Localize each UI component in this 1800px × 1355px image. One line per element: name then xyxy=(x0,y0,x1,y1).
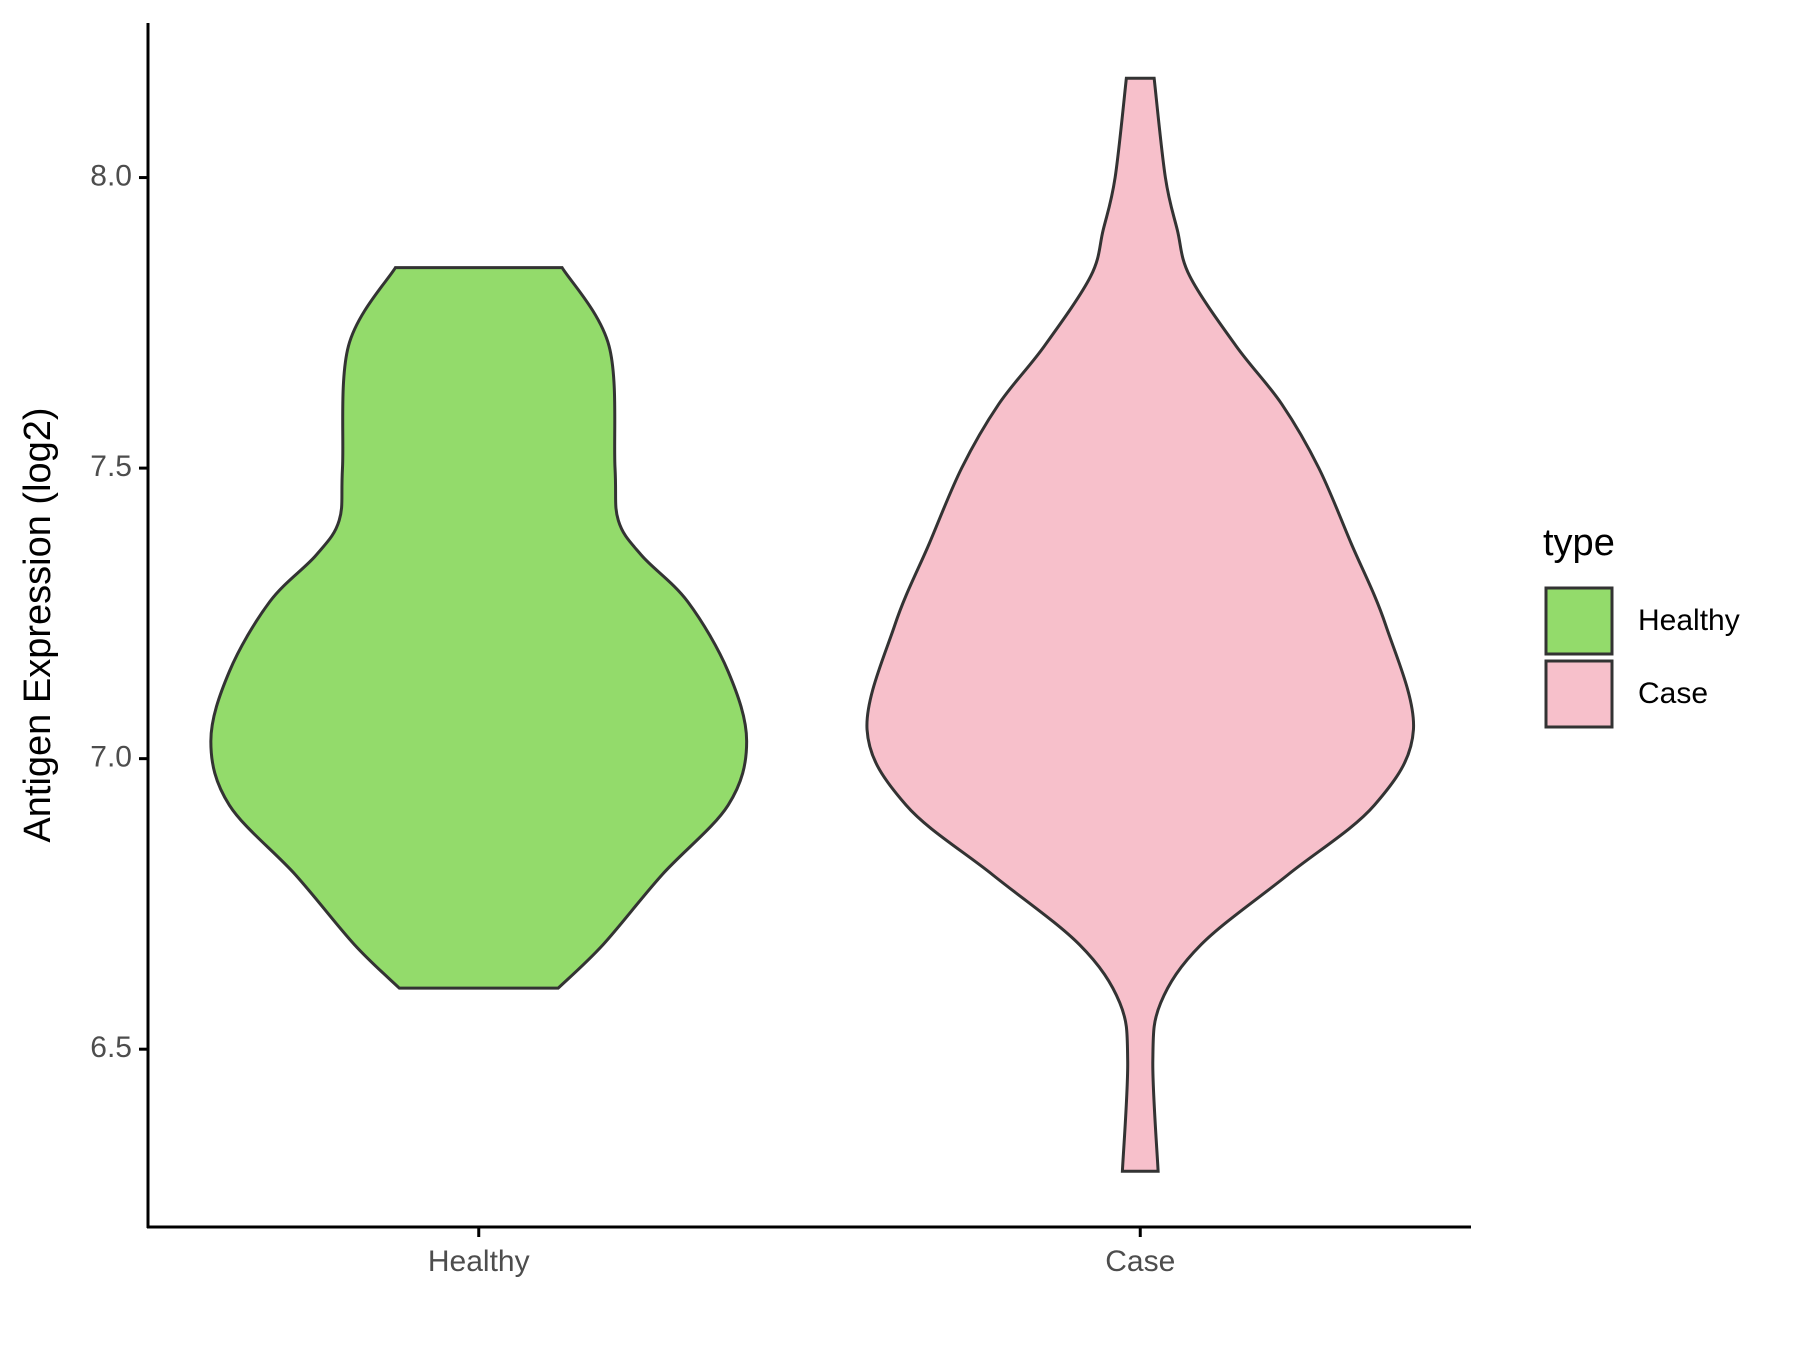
legend-key xyxy=(1544,659,1614,729)
y-axis-title: Antigen Expression (log2) xyxy=(17,407,59,842)
x-tick-label: Case xyxy=(1105,1245,1175,1278)
y-tick-label: 8.0 xyxy=(90,159,132,192)
y-tick-label: 7.5 xyxy=(90,450,132,483)
y-tick-label: 6.5 xyxy=(90,1031,132,1064)
legend-title: type xyxy=(1543,522,1615,564)
legend-label: Healthy xyxy=(1638,604,1740,637)
violin xyxy=(209,266,749,990)
legend-key xyxy=(1544,586,1614,656)
y-tick-label: 7.0 xyxy=(90,741,132,774)
violin xyxy=(865,76,1415,1173)
legend-label: Case xyxy=(1638,677,1708,710)
x-tick-label: Healthy xyxy=(428,1245,530,1278)
